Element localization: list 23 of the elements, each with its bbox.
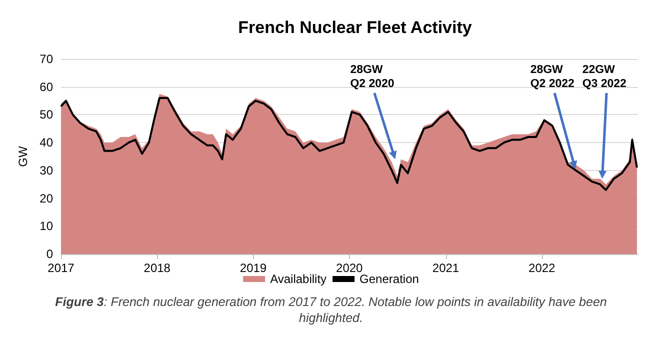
caption: Figure 3: French nuclear generation from 2017 to 2022. Notable low points in availability have been highlighted.	[54, 294, 608, 326]
y-tick-label: 20	[40, 191, 54, 206]
y-tick-label: 30	[40, 163, 54, 178]
y-tick-label: 40	[40, 136, 54, 150]
x-tick-label: 2017	[48, 261, 75, 275]
legend-label: Generation	[360, 272, 419, 286]
y-tick-label: 60	[40, 80, 54, 94]
x-tick-label: 2020	[336, 261, 364, 275]
annotation: 22GW Q3 2022	[582, 63, 626, 91]
x-tick-label: 2018	[144, 261, 171, 275]
chart-title: French Nuclear Fleet Activity	[238, 18, 472, 37]
annotation: 28GW Q2 2022	[530, 63, 574, 91]
y-tick-label: 70	[40, 52, 54, 66]
x-tick-label: 2022	[528, 261, 556, 275]
y-tick-label: 0	[46, 247, 54, 261]
line-series	[60, 97, 638, 191]
x-tick-label: 2021	[432, 261, 460, 275]
legend-label: Availability	[270, 272, 327, 286]
y-axis-title: GW	[16, 146, 30, 167]
annotation: 28GW Q2 2020	[350, 63, 394, 91]
y-tick-label: 50	[40, 108, 54, 122]
y-tick-label: 10	[40, 219, 54, 234]
x-tick-label: 2019	[240, 261, 267, 275]
